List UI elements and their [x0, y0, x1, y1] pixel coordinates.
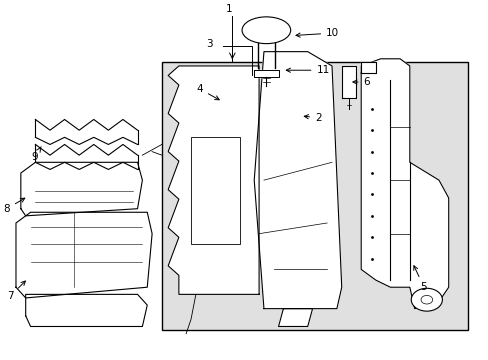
Polygon shape: [16, 212, 152, 298]
Polygon shape: [341, 66, 356, 98]
FancyBboxPatch shape: [162, 62, 467, 330]
Polygon shape: [254, 69, 278, 77]
Text: 4: 4: [196, 84, 219, 100]
Polygon shape: [278, 309, 312, 327]
Text: 11: 11: [285, 65, 329, 75]
Text: 9: 9: [31, 147, 41, 162]
Text: 2: 2: [304, 113, 321, 123]
Polygon shape: [361, 62, 375, 73]
Text: 3: 3: [206, 39, 212, 49]
Text: 5: 5: [413, 266, 426, 292]
Polygon shape: [168, 66, 259, 294]
Circle shape: [410, 288, 442, 311]
Ellipse shape: [242, 17, 290, 44]
Polygon shape: [35, 144, 137, 170]
Bar: [191, 137, 239, 244]
Text: 8: 8: [3, 198, 25, 214]
Polygon shape: [361, 59, 448, 309]
Polygon shape: [254, 51, 341, 309]
Polygon shape: [21, 162, 142, 216]
Polygon shape: [26, 294, 147, 327]
Text: 6: 6: [352, 77, 369, 87]
Circle shape: [420, 296, 432, 304]
Text: 10: 10: [295, 28, 339, 38]
Polygon shape: [35, 120, 137, 144]
Text: 1: 1: [225, 4, 232, 14]
Text: 7: 7: [7, 281, 25, 301]
